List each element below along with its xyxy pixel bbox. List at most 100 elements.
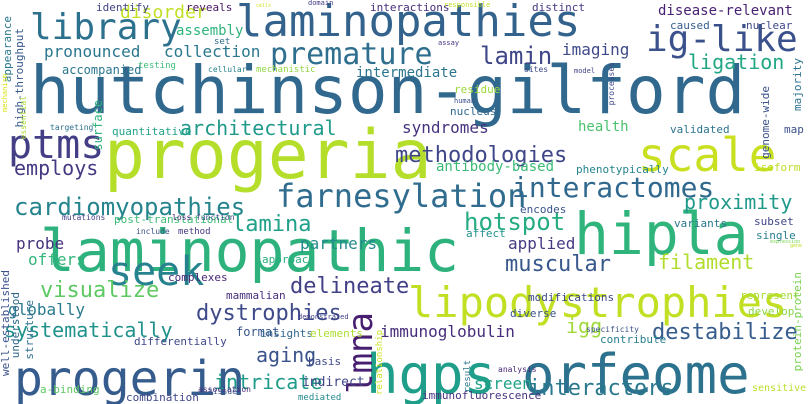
word-distinct: distinct [532, 1, 585, 14]
word-ptms: ptms [8, 122, 105, 168]
word-hipla: hipla [574, 200, 749, 268]
word-premature: premature [270, 37, 433, 72]
word-disease-relevant: disease-relevant [658, 3, 793, 19]
word-post-translational: post-translational [114, 213, 234, 226]
word-employs: employs [14, 156, 99, 180]
word-expression: expression [770, 239, 801, 245]
word-visualize: visualize [40, 278, 160, 303]
word-validated: validated [670, 123, 730, 136]
word-loss: loss [172, 213, 192, 222]
word-responsible: responsible [444, 1, 491, 9]
word-a-binding: a-binding [40, 383, 100, 396]
word-result: result [463, 360, 473, 393]
word-progerin: progerin [14, 351, 246, 404]
word-ligation: ligation [688, 50, 785, 74]
word-residue: residue [454, 83, 501, 96]
word-progeria: progeria [104, 116, 432, 195]
word-hgps: hgps [366, 343, 497, 404]
word-lamin: lamin [480, 42, 553, 70]
word-orfeome: orfeome [522, 343, 750, 404]
word-intermediate: intermediate [356, 65, 458, 81]
word-antibody-based: antibody-based [436, 159, 555, 175]
word-collection: collection [164, 42, 261, 61]
word-applied: applied [508, 234, 576, 253]
word-interactors: interactors [528, 376, 674, 401]
word-probe: probe [16, 234, 65, 253]
word-complexes: complexes [168, 271, 228, 284]
word-variants: variants [674, 217, 727, 230]
word-elements: elements [310, 327, 363, 340]
word-model: model [574, 67, 596, 75]
word-develop: develop [748, 305, 795, 318]
word-include: include [136, 227, 170, 236]
word-proximity: proximity [684, 190, 793, 214]
word-ig-like: ig-like [646, 19, 798, 60]
word-specificity: specificity [586, 325, 639, 334]
word-well-established: well-established [0, 270, 12, 376]
word-sites: sites [524, 65, 549, 74]
word-screen: screen [474, 374, 532, 393]
word-represent: represent [740, 289, 800, 302]
word-reveals: reveals [186, 1, 233, 14]
word-indirect: indirect [302, 375, 365, 390]
word-targeting: targeting [50, 123, 94, 132]
word-combination: combination [126, 391, 199, 404]
word-hotspot: hotspot [464, 208, 566, 236]
word-tissue: tissue [208, 387, 237, 396]
word-relationship: relationship [375, 330, 385, 396]
word-approach: approach [262, 253, 315, 266]
word-single: single [756, 229, 796, 242]
word-dystrophies: dystrophies [196, 301, 342, 326]
word-insights: insights [260, 327, 313, 340]
word-architectural: architectural [180, 116, 337, 140]
word-delineate: delineate [290, 274, 410, 299]
word-domain: domain [308, 0, 334, 7]
word-nuclear: nuclear [746, 19, 793, 32]
word-mammalian: mammalian [226, 289, 286, 302]
word-isoform: isoform [754, 161, 801, 174]
word-sensitive: sensitive [752, 383, 807, 394]
word-nucleus: nucleus [450, 105, 497, 118]
word-assay: assay [438, 39, 460, 47]
word-interactomes: interactomes [512, 171, 715, 204]
word-caused: caused [670, 19, 710, 32]
word-offers: offers [28, 250, 86, 269]
word-cardiomyopathies: cardiomyopathies [14, 193, 246, 221]
word-aging: aging [256, 343, 317, 367]
word-interactions: interactions [370, 1, 450, 14]
word-destabilize: destabilize [652, 320, 798, 345]
word-assembly: assembly [176, 23, 244, 39]
word-mechanistic: mechanistic [256, 65, 316, 75]
word-contribute: contribute [600, 333, 667, 346]
word-cells: cells [256, 3, 272, 9]
word-quantitative: quantitative [112, 125, 192, 138]
word-association: association [198, 385, 251, 394]
word-genome-wide: genome-wide [759, 86, 772, 159]
word-structure: structure [23, 300, 36, 360]
word-testing: testing [138, 61, 176, 71]
word-immunofluorescence: immunofluorescence [422, 389, 542, 402]
word-hutchinson-gilford: hutchinson-gilford [30, 52, 746, 129]
word-laminopathic: laminopathic [40, 217, 460, 285]
word-subset: subset [754, 215, 794, 228]
word-gene: gene [790, 243, 803, 249]
word-seek: seek [108, 249, 205, 295]
word-format: format [236, 325, 280, 339]
word-syndromes: syndromes [402, 118, 489, 137]
word-health: health [578, 119, 629, 135]
word-modifications: modifications [528, 291, 615, 304]
word-igg: igg [566, 314, 603, 338]
word-method: method [178, 227, 211, 237]
word-immunoglobulin: immunoglobulin [380, 322, 515, 341]
word-differentially: differentially [134, 335, 227, 348]
word-partners: partners [300, 234, 378, 253]
word-processes: processes [607, 62, 616, 106]
word-demonstrated: demonstrated [298, 313, 349, 321]
word-mediated: mediated [298, 393, 342, 403]
word-affect: affect [466, 227, 506, 240]
word-filament: filament [658, 250, 755, 274]
word-imaging: imaging [562, 40, 630, 59]
word-muscular: muscular [505, 252, 611, 277]
word-pronounced: pronounced [44, 42, 141, 61]
word-protein-protein: protein-protein [791, 272, 804, 372]
